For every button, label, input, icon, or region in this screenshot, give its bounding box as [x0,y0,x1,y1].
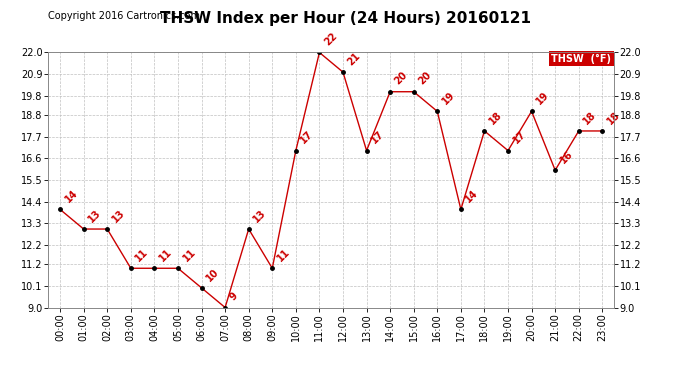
Text: 14: 14 [464,188,480,204]
Text: 18: 18 [582,110,598,126]
Text: 22: 22 [322,31,339,48]
Text: 17: 17 [511,129,527,146]
Text: 19: 19 [535,90,551,106]
Text: 20: 20 [417,70,433,87]
Text: 16: 16 [558,148,575,165]
Text: 18: 18 [605,110,622,126]
Text: 10: 10 [204,266,221,283]
Text: Copyright 2016 Cartronics.com: Copyright 2016 Cartronics.com [48,11,200,21]
Text: 20: 20 [393,70,410,87]
Text: 13: 13 [86,207,103,224]
Text: 11: 11 [181,247,197,263]
Text: 19: 19 [440,90,457,106]
Text: 9: 9 [228,291,240,303]
Text: 13: 13 [110,207,127,224]
Text: 13: 13 [252,207,268,224]
Text: 21: 21 [346,51,362,67]
Text: 18: 18 [487,110,504,126]
Text: 17: 17 [299,129,315,146]
Text: 17: 17 [369,129,386,146]
Text: 14: 14 [63,188,79,204]
Text: 11: 11 [157,247,174,263]
Text: 11: 11 [134,247,150,263]
Text: 11: 11 [275,247,292,263]
Text: THSW  (°F): THSW (°F) [551,54,611,64]
Text: THSW Index per Hour (24 Hours) 20160121: THSW Index per Hour (24 Hours) 20160121 [159,11,531,26]
